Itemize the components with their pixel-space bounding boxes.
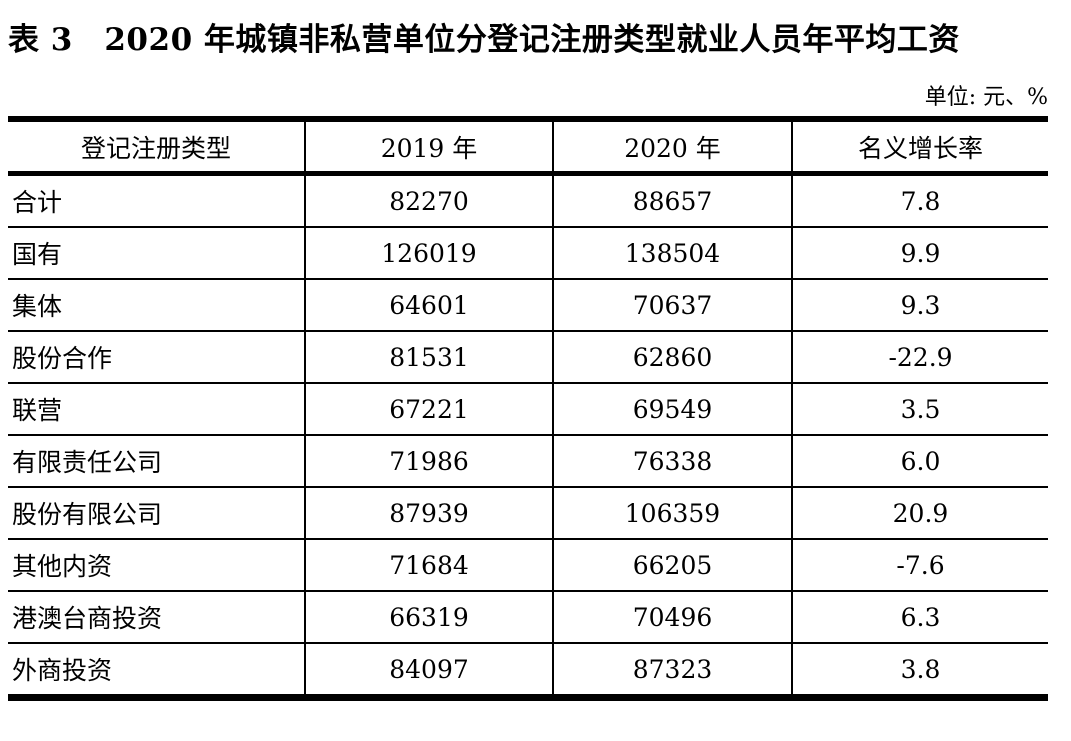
cell-2019-value: 81531	[304, 331, 553, 385]
cell-registration-type: 集体	[8, 279, 305, 333]
cell-2019-value: 67221	[304, 383, 553, 437]
table-row: 有限责任公司 71986 76338 6.0	[8, 435, 1048, 489]
cell-growth-value: -22.9	[791, 331, 1048, 385]
cell-2019-value: 84097	[304, 643, 553, 699]
unit-note: 单位: 元、%	[924, 85, 1048, 111]
cell-registration-type: 股份合作	[8, 331, 305, 385]
table-row: 其他内资 71684 66205 -7.6	[8, 539, 1048, 593]
cell-growth-value: 6.0	[791, 435, 1048, 489]
table-row: 国有 126019 138504 9.9	[8, 227, 1048, 281]
wage-table: 登记注册类型 2019 年 2020 年 名义增长率 合计 82270 8865…	[8, 116, 1048, 702]
cell-2019-value: 87939	[304, 487, 553, 541]
cell-2020-value: 87323	[552, 643, 792, 699]
cell-2019-value: 82270	[304, 173, 553, 229]
cell-registration-type: 国有	[8, 227, 305, 281]
cell-2020-value: 76338	[552, 435, 792, 489]
table-title: 表 3 2020 年城镇非私营单位分登记注册类型就业人员年平均工资	[8, 22, 960, 58]
cell-growth-value: 7.8	[791, 173, 1048, 229]
cell-2020-value: 138504	[552, 227, 792, 281]
cell-2020-value: 70496	[552, 591, 792, 645]
cell-2020-value: 62860	[552, 331, 792, 385]
table-row: 港澳台商投资 66319 70496 6.3	[8, 591, 1048, 645]
cell-growth-value: 6.3	[791, 591, 1048, 645]
cell-growth-value: 3.5	[791, 383, 1048, 437]
table-row: 联营 67221 69549 3.5	[8, 383, 1048, 437]
cell-2020-value: 69549	[552, 383, 792, 437]
cell-registration-type: 合计	[8, 173, 305, 229]
header-2020: 2020 年	[552, 119, 792, 177]
cell-2020-value: 66205	[552, 539, 792, 593]
table-row: 股份有限公司 87939 106359 20.9	[8, 487, 1048, 541]
cell-registration-type: 联营	[8, 383, 305, 437]
cell-registration-type: 其他内资	[8, 539, 305, 593]
header-row: 登记注册类型 2019 年 2020 年 名义增长率	[8, 119, 1048, 177]
cell-registration-type: 外商投资	[8, 643, 305, 699]
table-row: 集体 64601 70637 9.3	[8, 279, 1048, 333]
header-2019: 2019 年	[304, 119, 553, 177]
cell-2019-value: 71986	[304, 435, 553, 489]
cell-growth-value: 9.3	[791, 279, 1048, 333]
cell-growth-value: 3.8	[791, 643, 1048, 699]
cell-2020-value: 70637	[552, 279, 792, 333]
cell-2019-value: 66319	[304, 591, 553, 645]
cell-registration-type: 有限责任公司	[8, 435, 305, 489]
header-registration-type: 登记注册类型	[8, 119, 305, 177]
table-row: 股份合作 81531 62860 -22.9	[8, 331, 1048, 385]
cell-growth-value: 20.9	[791, 487, 1048, 541]
table-row: 外商投资 84097 87323 3.8	[8, 643, 1048, 699]
table-row: 合计 82270 88657 7.8	[8, 173, 1048, 229]
cell-growth-value: -7.6	[791, 539, 1048, 593]
cell-registration-type: 港澳台商投资	[8, 591, 305, 645]
cell-registration-type: 股份有限公司	[8, 487, 305, 541]
cell-2019-value: 64601	[304, 279, 553, 333]
cell-2020-value: 106359	[552, 487, 792, 541]
cell-2020-value: 88657	[552, 173, 792, 229]
header-nominal-growth-rate: 名义增长率	[791, 119, 1048, 177]
cell-2019-value: 126019	[304, 227, 553, 281]
cell-2019-value: 71684	[304, 539, 553, 593]
cell-growth-value: 9.9	[791, 227, 1048, 281]
